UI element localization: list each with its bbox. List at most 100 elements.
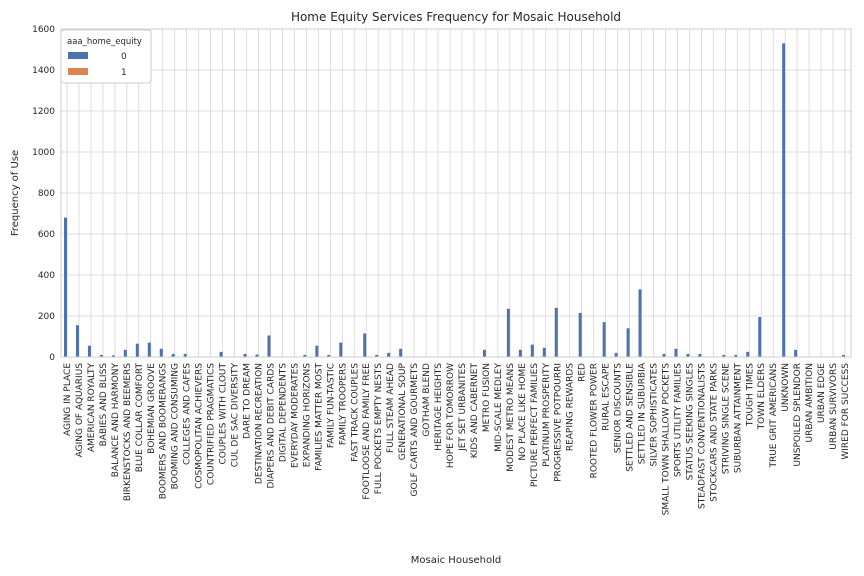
bar-series0-27: [387, 352, 391, 357]
bar-series0-60: [782, 43, 786, 357]
x-tick-label-59: TRUE GRIT AMERICANS: [769, 363, 779, 469]
x-tick-label-9: BOOMING AND CONSUMING: [171, 363, 181, 489]
bar-series0-15: [243, 353, 247, 357]
bar-series0-43: [578, 312, 582, 357]
y-tick-label-1: 200: [38, 312, 55, 322]
bar-series0-25: [363, 333, 367, 357]
y-tick-label-2: 400: [38, 271, 55, 281]
bar-series0-40: [542, 347, 546, 357]
x-tick-label-23: FAMILY TROOPERS: [338, 363, 348, 445]
x-tick-label-41: PROGRESSIVE POTPOURRI: [554, 363, 564, 482]
x-tick-label-25: FOOTLOOSE AND FAMILY FREE: [362, 363, 372, 500]
legend-swatch-series-1: [68, 68, 88, 75]
x-tick-label-42: REAPING REWARDS: [566, 363, 576, 451]
bar-series0-61: [794, 349, 798, 357]
x-tick-label-1: AGING OF AQUARIUS: [75, 363, 85, 458]
x-tick-label-7: BOHEMIAN GROOVE: [147, 363, 157, 454]
x-tick-label-12: COUNTRIFIED PRAGMATICS: [207, 363, 217, 485]
x-tick-label-27: FULL STEAM AHEAD: [386, 363, 396, 453]
bar-series0-20: [303, 354, 307, 357]
bar-series0-13: [219, 351, 223, 357]
x-tick-label-33: JET SET URBANITES: [458, 363, 468, 452]
x-tick-label-29: GOLF CARTS AND GOURMETS: [410, 363, 420, 497]
x-tick-label-52: STATUS SEEKING SINGLES: [685, 363, 695, 481]
bar-series0-6: [135, 343, 139, 357]
x-tick-label-39: PICTURE PERFECT FAMILIES: [530, 363, 540, 487]
x-tick-label-14: CUL DE SAC DIVERSITY: [231, 363, 241, 468]
x-tick-label-0: AGING IN PLACE: [63, 363, 73, 436]
x-tick-label-20: EXPANDING HORIZONS: [302, 363, 312, 467]
x-tick-label-5: BIRKENSTOCKS AND BEEMERS: [123, 363, 133, 501]
y-tick-label-6: 1200: [32, 107, 55, 117]
x-tick-label-63: URBAN EDGE: [817, 363, 827, 423]
x-tick-label-48: SETTLED IN SUBURBIA: [638, 362, 648, 464]
bar-series0-57: [746, 351, 750, 357]
x-tick-label-15: DARE TO DREAM: [243, 363, 253, 439]
x-tick-label-65: WIRED FOR SUCCESS: [841, 363, 851, 460]
bar-series0-56: [734, 354, 738, 357]
bar-series0-23: [339, 342, 343, 357]
bar-series0-3: [99, 354, 103, 357]
x-tick-label-6: BLUE COLLAR COMFORT: [135, 363, 145, 473]
x-tick-label-30: GOTHAM BLEND: [422, 363, 432, 437]
x-tick-label-54: STOCKCARS AND STATE PARKS: [709, 363, 719, 502]
y-tick-label-5: 1000: [32, 148, 55, 158]
x-tick-label-3: BABIES AND BLISS: [99, 363, 109, 447]
x-tick-label-64: URBAN SURVIVORS: [829, 363, 839, 450]
y-axis-label: Frequency of Use: [10, 150, 21, 236]
x-tick-label-37: MODEST METRO MEANS: [506, 363, 516, 472]
bar-series0-10: [183, 353, 187, 357]
x-tick-label-2: AMERICAN ROYALTY: [87, 363, 97, 453]
bar-series0-8: [159, 348, 163, 357]
x-tick-label-24: FAST TRACK COUPLES: [350, 363, 360, 462]
legend-swatch-series-0: [68, 52, 88, 59]
x-tick-label-17: DIAPERS AND DEBIT CARDS: [266, 363, 276, 489]
x-tick-label-62: URBAN AMBITION: [805, 363, 815, 442]
bar-series0-22: [327, 354, 331, 357]
bar-series0-65: [842, 354, 846, 357]
x-tick-label-11: COSMOPOLITAN ACHIEVERS: [195, 363, 205, 489]
x-tick-label-21: FAMILIES MATTER MOST: [314, 363, 324, 471]
x-tick-label-19: EVERYDAY MODERATES: [290, 363, 300, 468]
x-tick-label-32: HOPE FOR TOMORROW: [446, 363, 456, 468]
x-tick-label-10: COLLEGES AND CAFES: [183, 363, 193, 465]
x-tick-label-49: SILVER SOPHISTICATES: [650, 363, 660, 467]
bar-series0-21: [315, 345, 319, 357]
x-tick-label-50: SMALL TOWN SHALLOW POCKETS: [661, 363, 671, 516]
bar-series0-7: [147, 342, 151, 357]
x-tick-label-57: TOUGH TIMES: [745, 363, 755, 427]
x-axis-label: Mosaic Household: [411, 555, 501, 566]
bar-series0-37: [506, 308, 510, 357]
bar-series0-16: [255, 354, 259, 357]
bar-series0-38: [518, 349, 522, 357]
x-tick-label-28: GENERATIONAL SOUP: [398, 362, 408, 460]
bar-series0-50: [662, 353, 666, 357]
legend: aaa_home_equity 0 1: [60, 29, 152, 84]
bar-series0-52: [686, 353, 690, 357]
x-tick-label-53: STEADFAST CONVENTIONALISTS: [697, 363, 707, 509]
x-tick-label-16: DESTINATION RECREATION: [255, 363, 265, 484]
x-tick-label-34: KIDS AND CABERNET: [470, 363, 480, 459]
legend-label-series-1: 1: [121, 68, 127, 78]
bar-series0-47: [626, 328, 630, 357]
bar-series0-45: [602, 322, 606, 357]
bar-series0-48: [638, 289, 642, 357]
bar-series0-0: [63, 217, 67, 357]
bar-series0-58: [758, 317, 762, 357]
plot-frame: [60, 28, 852, 358]
x-tick-label-26: FULL POCKETS EMPTY NESTS: [374, 363, 384, 494]
x-tick-label-38: NO PLACE LIKE HOME: [518, 363, 528, 461]
x-tick-label-43: RED: [578, 363, 588, 382]
bar-series0-26: [375, 354, 379, 357]
y-tick-label-3: 600: [38, 230, 55, 240]
x-tick-label-31: HERITAGE HEIGHTS: [434, 363, 444, 451]
x-tick-label-51: SPORTS UTILITY FAMILIES: [673, 363, 683, 477]
legend-label-series-0: 0: [121, 52, 127, 62]
x-tick-label-40: PLATINUM PROSPERITY: [542, 363, 552, 467]
x-tick-label-55: STRIVING SINGLE SCENE: [721, 363, 731, 475]
bar-series0-5: [123, 349, 127, 357]
x-tick-label-18: DIGITAL DEPENDENTS: [278, 363, 288, 462]
bar-series0-41: [554, 307, 558, 357]
x-tick-label-44: ROOTED FLOWER POWER: [590, 363, 600, 478]
